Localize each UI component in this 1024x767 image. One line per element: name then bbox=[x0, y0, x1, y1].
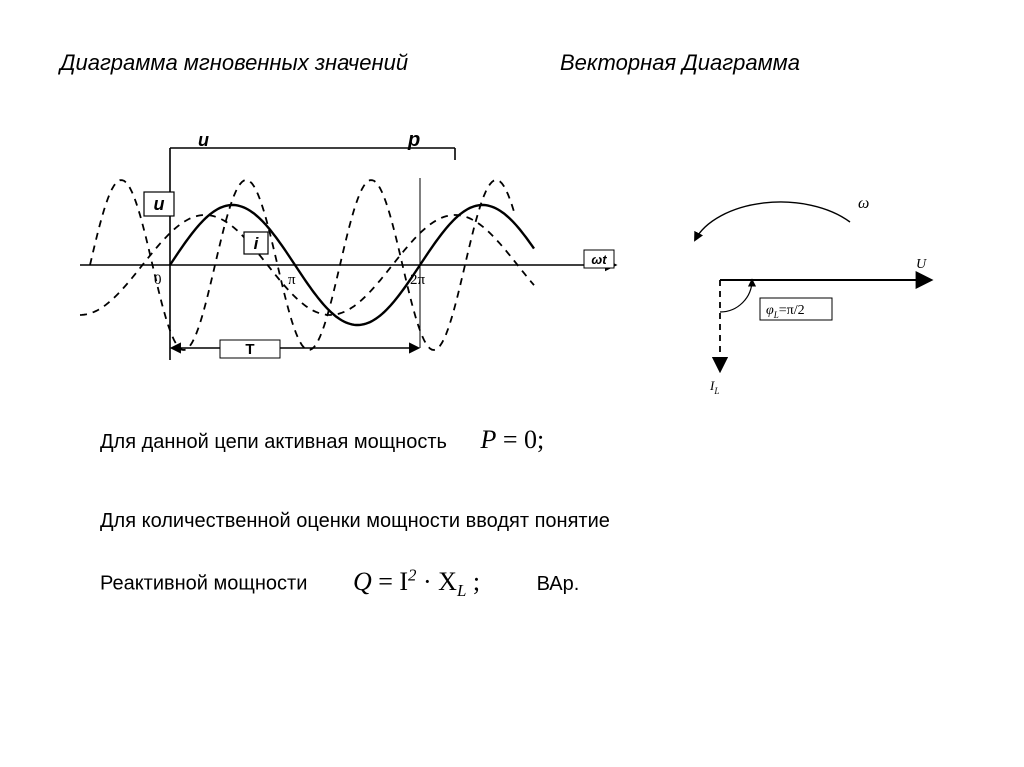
u-top-label: u bbox=[198, 130, 209, 150]
p-label: p bbox=[407, 129, 420, 151]
vector-diagram: U IL φL=π/2 ω bbox=[660, 140, 980, 400]
omega-t-label: ωt bbox=[591, 252, 607, 267]
pi-label: π bbox=[288, 272, 296, 288]
text-line-1: Для данной цепи активная мощность P = 0; bbox=[100, 425, 544, 455]
waveform-diagram: T u p u i 0 π 2π ωt bbox=[60, 120, 640, 400]
phi-label: φL=π/2 bbox=[766, 303, 805, 320]
il-vector-label: IL bbox=[709, 378, 719, 396]
page: Диаграмма мгновенных значений Векторная … bbox=[0, 0, 1024, 767]
zero-label: 0 bbox=[154, 272, 162, 288]
text-line-3: Реактивной мощности Q = I2 · XL ; ВАр. bbox=[100, 565, 579, 601]
omega-label: ω bbox=[858, 195, 869, 212]
u-vector-label: U bbox=[916, 257, 927, 272]
title-instant: Диаграмма мгновенных значений bbox=[60, 50, 408, 76]
text-line-2: Для количественной оценки мощности вводя… bbox=[100, 510, 610, 533]
u-box-label: u bbox=[154, 194, 165, 214]
title-vector: Векторная Диаграмма bbox=[560, 50, 800, 76]
two-pi-label: 2π bbox=[410, 272, 426, 288]
period-label: T bbox=[245, 341, 254, 358]
